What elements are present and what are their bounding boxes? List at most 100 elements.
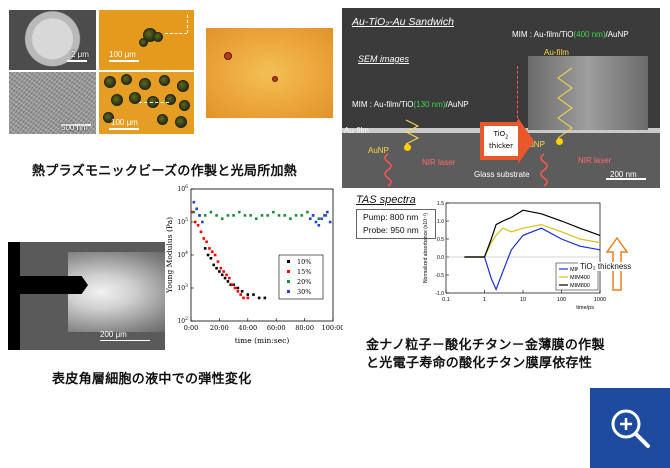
x-tick-label: 100 xyxy=(557,297,566,303)
scale-bar xyxy=(606,178,646,180)
data-point xyxy=(226,280,230,283)
legend-marker xyxy=(287,280,290,283)
data-point xyxy=(220,273,224,277)
data-point xyxy=(328,220,332,224)
motion-arrow xyxy=(139,102,169,103)
data-point xyxy=(209,257,213,260)
data-point xyxy=(226,214,230,217)
data-point xyxy=(277,214,281,217)
y-tick-label: 103 xyxy=(177,283,188,292)
data-point xyxy=(283,214,287,217)
tas-chart: 0.1 1 10 100 1000 -1.0 -0.5 0.0 0.5 1.0 1.5 time/ps… xyxy=(423,201,606,311)
y-tick-label: -0.5 xyxy=(435,273,444,279)
y-tick-label: 0.5 xyxy=(437,237,444,243)
series-line xyxy=(464,209,601,258)
mim400-label: MIM : Au-film/TiO(400 nm)/AuNP xyxy=(512,30,629,39)
optical-single-bead-image: 100 μm xyxy=(99,10,194,70)
data-point xyxy=(240,290,244,293)
optical-heating-image xyxy=(206,28,333,118)
scale-bar xyxy=(100,340,150,341)
data-point xyxy=(308,217,312,220)
legend-marker xyxy=(287,260,290,263)
data-point xyxy=(317,224,321,227)
data-point xyxy=(272,210,275,214)
scale-bar xyxy=(109,128,139,130)
x-tick-label: 1000 xyxy=(594,297,606,303)
sandwich-title: Au-TiO₂-Au Sandwich xyxy=(352,16,454,28)
au-nanoparticle xyxy=(404,144,411,151)
cell-glow xyxy=(68,252,165,332)
data-point xyxy=(320,217,323,220)
aunp-label: AuNP xyxy=(524,140,545,149)
cantilever-tip xyxy=(8,276,88,294)
data-point xyxy=(260,214,264,217)
scale-bar xyxy=(67,60,87,62)
data-point xyxy=(252,293,255,296)
data-point xyxy=(236,286,240,290)
legend-marker xyxy=(287,270,290,273)
bead xyxy=(121,74,132,85)
data-point xyxy=(326,210,329,214)
data-point xyxy=(246,293,250,296)
data-point xyxy=(306,210,309,214)
scale-label-200um: 200 μm xyxy=(100,330,127,339)
data-point xyxy=(213,253,217,257)
data-point xyxy=(239,293,242,296)
data-point xyxy=(212,263,216,267)
data-point xyxy=(294,214,298,217)
data-point xyxy=(195,207,198,211)
x-axis-label: time (min:sec) xyxy=(235,336,290,345)
data-point xyxy=(196,224,200,227)
legend-label: 15% xyxy=(297,268,311,276)
data-point xyxy=(255,217,258,220)
au-film-label: Au-film xyxy=(544,48,569,57)
tio2-thickness-label: TiO₂ thickness xyxy=(578,262,634,271)
aunp-label: AuNP xyxy=(368,146,389,155)
figure1-caption: 熱プラズモニックビーズの作製と光局所加熱 xyxy=(32,164,298,179)
y-tick-label: -1.0 xyxy=(435,291,444,297)
data-point xyxy=(203,214,207,217)
data-point xyxy=(228,276,231,280)
x-tick-label: 0:00 xyxy=(184,324,199,332)
bead xyxy=(111,94,123,106)
bead xyxy=(175,116,187,128)
young-modulus-chart: 0:00 20:00 40:00 60:00 80:00 100:00 102 103 104 1… xyxy=(165,184,343,345)
field-zigzag xyxy=(557,67,573,139)
data-point xyxy=(300,214,304,217)
data-point xyxy=(323,214,326,217)
sem-surface-image: 500 nm xyxy=(9,72,96,134)
bead-cluster xyxy=(153,32,163,42)
data-point xyxy=(225,273,228,277)
figure3-caption: 表皮角層細胞の液中での弾性変化 xyxy=(52,372,252,387)
x-tick-label: 80:00 xyxy=(295,324,314,332)
legend-label: 10% xyxy=(297,258,311,266)
probe-label: Probe: 950 nm xyxy=(363,225,419,235)
legend-label: 30% xyxy=(297,288,311,296)
data-point xyxy=(243,214,247,217)
au-nanoparticle xyxy=(556,138,563,145)
scale-label-500nm: 500 nm xyxy=(61,123,88,132)
pump-label: Pump: 800 nm xyxy=(363,212,419,222)
data-point xyxy=(229,283,233,286)
data-point xyxy=(218,270,221,273)
scale-bar xyxy=(109,60,139,62)
zoom-button[interactable] xyxy=(590,388,670,468)
thickness-marker xyxy=(517,66,518,138)
data-point xyxy=(192,210,196,214)
data-point xyxy=(317,217,321,220)
y-axis-label: Normalized absorbance (x10⁻³) xyxy=(423,213,429,283)
sem-sphere-image: 2 μm xyxy=(9,10,96,70)
data-point xyxy=(206,253,210,257)
data-point xyxy=(246,296,250,300)
x-tick-label: 60:00 xyxy=(267,324,286,332)
data-point xyxy=(222,270,225,273)
data-point xyxy=(191,210,194,214)
tio2-pillar xyxy=(528,56,648,130)
data-point xyxy=(216,260,220,263)
x-tick-label: 0.1 xyxy=(442,297,450,303)
x-tick-label: 100:00 xyxy=(322,324,343,332)
data-point xyxy=(263,296,267,300)
data-point xyxy=(230,283,234,286)
data-point xyxy=(199,230,203,234)
nir-laser-waves xyxy=(384,153,548,187)
